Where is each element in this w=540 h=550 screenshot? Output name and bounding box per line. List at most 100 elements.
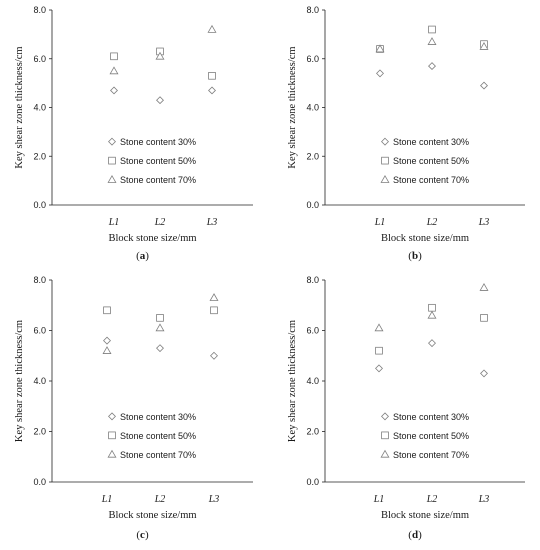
data-point-diamond [480,369,488,378]
y-tick-label: 6.0 [33,326,46,336]
legend-marker-triangle [107,175,117,183]
y-tick-label: 4.0 [33,103,46,113]
data-point-triangle [155,51,165,60]
y-tick-label: 4.0 [306,103,319,113]
y-axis-title: Key shear zone thickness/cm [287,46,298,168]
legend-label: Stone content 30% [120,137,196,147]
x-category-label: L1 [108,217,120,228]
y-axis-title: Key shear zone thickness/cm [14,46,25,168]
x-axis-title: Block stone size/mm [381,510,469,521]
x-category-label: L1 [101,494,113,505]
data-point-square [428,303,436,312]
y-tick-label: 0.0 [33,200,46,210]
data-point-triangle [102,346,112,354]
x-category-label: L2 [426,217,438,228]
y-tick-label: 8.0 [33,5,46,15]
legend-label: Stone content 70% [120,175,196,185]
y-tick-label: 8.0 [306,5,319,15]
data-point-triangle [155,323,165,332]
x-category-label: L2 [426,494,438,505]
legend-marker-square [108,156,116,165]
panel-label: (a) [136,250,149,262]
legend-marker-square [381,431,389,440]
panel-label-letter: d [412,529,418,541]
data-point-diamond [156,344,164,353]
data-point-triangle [374,323,384,332]
legend-marker-square [381,156,389,165]
chart-panel-c: 0.0 2.0 4.0 6.0 8.0 L1 L2 L3 Key shear zone thic… [14,275,253,541]
x-axis-title: Block stone size/mm [108,510,196,521]
chart-panel-b: 0.0 2.0 4.0 6.0 8.0 L1 L2 L3 Key shear zone thic… [287,5,525,262]
data-point-diamond [428,339,436,348]
x-category-label: L3 [478,494,490,505]
data-point-diamond [208,86,216,95]
legend-label: Stone content 30% [393,137,469,147]
data-point-square [110,52,118,61]
legend-marker-diamond [381,412,389,421]
legend-label: Stone content 50% [393,156,469,166]
data-point-square [208,72,216,80]
legend-label: Stone content 50% [120,431,196,441]
legend-label: Stone content 70% [120,450,196,460]
legend-label: Stone content 70% [393,175,469,185]
data-point-diamond [428,62,436,71]
y-tick-label: 8.0 [306,275,319,285]
legend-label: Stone content 50% [393,431,469,441]
chart-panel-d: 0.0 2.0 4.0 6.0 8.0 L1 L2 L3 Key shear zone thic… [287,275,525,541]
data-point-diamond [480,81,488,90]
legend-marker-triangle [380,175,390,183]
data-point-diamond [375,364,383,373]
data-point-triangle [375,44,385,53]
y-tick-label: 4.0 [306,376,319,386]
y-tick-label: 0.0 [306,477,319,487]
x-category-label: L3 [208,494,220,505]
panel-label: (d) [408,529,422,541]
x-category-label: L2 [154,494,166,505]
panel-label-letter: a [140,250,146,262]
data-point-triangle [479,282,489,291]
data-point-square [428,25,436,34]
data-point-triangle [207,24,217,33]
y-tick-label: 0.0 [33,477,46,487]
chart-panel-a: 0.0 2.0 4.0 6.0 8.0 L1 L2 L3 Key shear zone thic… [14,5,253,262]
data-point-square [210,306,218,315]
x-axis-title: Block stone size/mm [381,233,469,244]
data-point-diamond [110,86,118,95]
data-point-diamond [376,69,384,78]
data-point-square [480,314,488,322]
y-tick-label: 2.0 [306,427,319,437]
panel-label-letter: c [140,529,145,541]
data-point-triangle [109,66,119,75]
data-point-diamond [210,351,218,360]
legend-marker-diamond [108,412,116,421]
legend-marker-triangle [380,449,390,458]
panel-label: (b) [408,250,422,262]
data-point-diamond [156,96,164,105]
data-point-triangle [427,310,437,319]
y-tick-label: 2.0 [306,151,319,161]
x-category-label: L1 [374,217,386,228]
data-point-triangle [479,41,489,50]
y-tick-label: 8.0 [33,275,46,285]
data-point-square [103,306,111,315]
legend-marker-diamond [381,137,389,146]
y-tick-label: 0.0 [306,200,319,210]
y-tick-label: 6.0 [306,326,319,336]
legend-marker-triangle [107,449,117,458]
data-point-square [156,314,164,322]
x-category-label: L1 [373,494,385,505]
x-category-label: L3 [206,217,218,228]
x-category-label: L2 [154,217,166,228]
legend-label: Stone content 30% [120,412,196,422]
data-point-triangle [209,293,219,301]
panel-label-letter: b [412,250,418,262]
legend-label: Stone content 50% [120,156,196,166]
y-tick-label: 4.0 [33,376,46,386]
legend-label: Stone content 70% [393,450,469,460]
y-axis-title: Key shear zone thickness/cm [14,320,25,442]
data-point-square [375,346,383,355]
legend-marker-square [108,431,116,440]
y-tick-label: 6.0 [33,54,46,64]
y-tick-label: 2.0 [33,427,46,437]
data-point-diamond [103,336,111,345]
